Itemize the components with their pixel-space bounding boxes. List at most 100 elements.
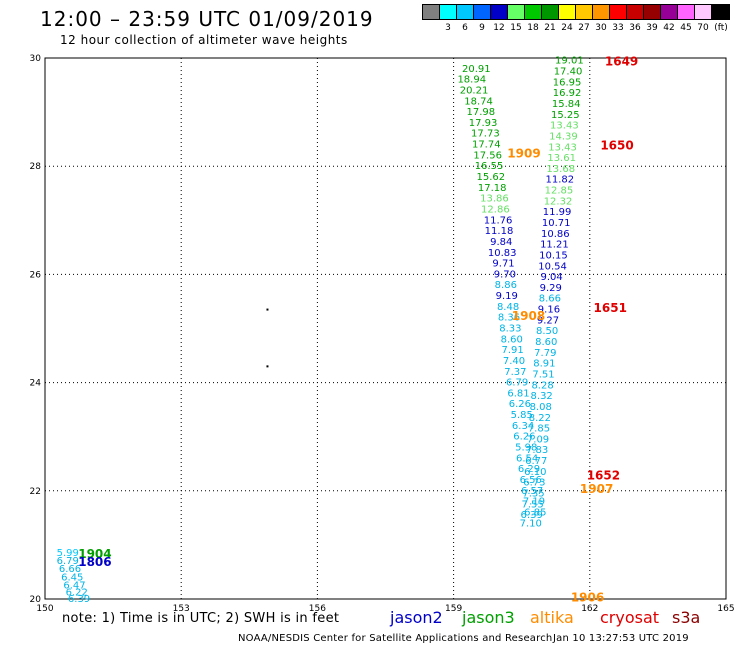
wave-height-label: 12.85	[545, 186, 574, 197]
wave-height-label: 17.18	[478, 183, 507, 194]
wave-height-label: 6.77	[525, 456, 547, 467]
x-tick-label: 165	[717, 604, 734, 614]
wave-height-label: 8.08	[530, 402, 552, 413]
wave-height-label: 6.73	[523, 478, 545, 489]
wave-height-label: 6.10	[524, 467, 546, 478]
scale-tick-label: 45	[680, 23, 692, 33]
wave-height-label: 11.99	[543, 207, 572, 218]
wave-height-label: 19.01	[555, 56, 584, 67]
wave-height-label: 6.79	[506, 378, 528, 389]
wave-height-label: 13.43	[548, 142, 577, 153]
scale-unit: (ft)	[714, 23, 728, 33]
wave-height-label: 17.40	[554, 67, 583, 78]
wave-height-label: 7.83	[526, 445, 548, 456]
wave-height-label: 6.26	[509, 399, 531, 410]
wave-height-label: 9.84	[490, 237, 512, 248]
wave-height-label: 7.55	[521, 499, 543, 510]
wave-height-label: 6.45	[61, 572, 83, 583]
wave-height-label: 17.98	[467, 107, 496, 118]
scale-swatch	[711, 4, 730, 20]
wave-height-label: 9.70	[494, 269, 516, 280]
wave-height-label: 7.35	[522, 489, 544, 500]
wave-height-label: 8.33	[499, 324, 521, 335]
legend-altika: altika	[530, 608, 574, 627]
scale-tick-label: 21	[544, 23, 556, 33]
wave-height-label: 9.71	[492, 259, 514, 270]
wave-height-label: 16.95	[553, 77, 582, 88]
wave-height-label: 7.09	[527, 434, 549, 445]
wave-height-label: 10.15	[539, 250, 568, 261]
wave-height-label: 7.85	[528, 424, 550, 435]
x-tick-label: 156	[309, 604, 326, 614]
legend-cryosat: cryosat	[600, 608, 660, 627]
timestamp: Jan 10 13:27:53 UTC 2019	[553, 633, 689, 644]
wave-height-label: 6.26	[513, 432, 535, 443]
legend-jason3: jason3	[462, 608, 515, 627]
plot-frame	[44, 57, 727, 600]
x-tick-label: 150	[36, 604, 53, 614]
wave-height-label: 11.76	[484, 215, 513, 226]
data-point	[266, 308, 269, 311]
wave-height-label: 6.39	[68, 594, 90, 605]
data-point	[266, 365, 269, 368]
wave-height-label: 9.16	[538, 305, 560, 316]
wave-height-label: 6.47	[63, 580, 85, 591]
wave-height-label: 18.94	[457, 75, 486, 86]
wave-height-label: 17.93	[469, 118, 498, 129]
wave-height-label: 8.36	[498, 313, 520, 324]
wave-height-label: 13.43	[550, 121, 579, 132]
wave-height-label: 5.85	[511, 410, 533, 421]
wave-height-label: 6.79	[57, 556, 79, 567]
x-tick-label: 162	[581, 604, 598, 614]
page-title: 12:00 – 23:59 UTC 01/09/2019	[40, 7, 374, 31]
legend-jason2: jason2	[390, 608, 443, 627]
scale-tick-label: 70	[697, 23, 709, 33]
y-tick-label: 28	[30, 162, 42, 172]
scale-tick-label: 6	[462, 23, 468, 33]
wave-height-label: 14.39	[549, 131, 578, 142]
scale-tick-label: 33	[612, 23, 624, 33]
wave-height-label: 16.92	[553, 88, 582, 99]
wave-height-label: 8.60	[535, 337, 557, 348]
x-tick-label: 153	[173, 604, 190, 614]
wave-height-label: 6.34	[512, 421, 534, 432]
wave-height-label: 12.86	[481, 204, 510, 215]
scale-tick-label: 42	[663, 23, 675, 33]
wave-height-label: 6.57	[521, 486, 543, 497]
footer-note: note: 1) Time is in UTC; 2) SWH is in fe…	[62, 611, 340, 626]
wave-height-label: 13.61	[547, 153, 576, 164]
wave-height-label: 6.29	[518, 464, 540, 475]
wave-height-label: 7.79	[534, 348, 556, 359]
scale-tick-label: 18	[527, 23, 539, 33]
wave-height-label: 13.86	[480, 194, 509, 205]
wave-height-label: 6.66	[59, 564, 81, 575]
wave-height-label: 6.81	[507, 388, 529, 399]
x-tick-label: 159	[445, 604, 462, 614]
y-tick-label: 20	[30, 595, 42, 605]
wave-height-label: 6.39	[521, 510, 543, 521]
wave-height-label: 8.86	[495, 280, 517, 291]
wave-height-label: 12.32	[544, 196, 573, 207]
wave-height-label: 7.91	[501, 345, 523, 356]
pass-id-label: 1652	[587, 469, 620, 483]
y-tick-label: 22	[30, 487, 41, 497]
wave-height-label: 7.10	[520, 518, 542, 529]
pass-id-label: 1904	[78, 547, 111, 561]
scale-tick-label: 3	[445, 23, 451, 33]
wave-height-label: 10.54	[538, 261, 567, 272]
wave-height-label: 7.40	[503, 356, 525, 367]
pass-id-label: 1651	[594, 301, 627, 315]
wave-height-label: 17.73	[471, 129, 500, 140]
y-tick-label: 24	[30, 379, 42, 389]
scale-tick-label: 9	[479, 23, 485, 33]
pass-id-label: 1649	[605, 55, 638, 69]
wave-height-label: 8.28	[531, 380, 553, 391]
wave-height-label: 6.85	[524, 507, 546, 518]
scale-tick-label: 27	[578, 23, 590, 33]
wave-height-label: 6.22	[66, 588, 88, 599]
scale-tick-label: 30	[595, 23, 607, 33]
wave-height-label: 7.51	[532, 369, 554, 380]
wave-height-label: 8.50	[536, 326, 558, 337]
wave-height-label: 15.62	[477, 172, 506, 183]
